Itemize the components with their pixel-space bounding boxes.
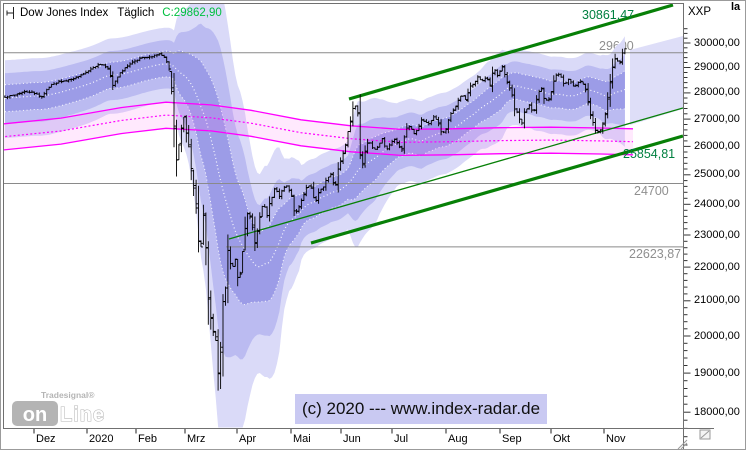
level-label-24700: 24700 (634, 184, 669, 198)
y-axis-tick-label: 22000,00 (694, 260, 740, 273)
channel-upper-label: 30861,47 (582, 8, 635, 22)
y-axis-tick-label: 21000,00 (694, 294, 740, 307)
y-axis-tick-label: 24000,00 (694, 197, 740, 210)
x-axis-month-label: 2020 (89, 433, 114, 445)
y-axis-tick-label: 23000,00 (694, 228, 740, 241)
y-axis-tick-label: 28000,00 (694, 86, 740, 99)
series-marker-icon (6, 7, 14, 19)
x-axis-month-label: Okt (553, 433, 571, 445)
y-axis-tick-label: 20000,00 (694, 329, 740, 342)
y-axis-tick-label: 25000,00 (694, 168, 740, 181)
channel-lower-label: 25854,81 (623, 147, 676, 161)
logo-word-line: Line (60, 404, 105, 426)
x-axis-month-label: Apr (239, 433, 257, 445)
corner-text: la (731, 1, 741, 13)
x-axis-month-label: Jul (394, 433, 409, 445)
axis-resize-grip[interactable] (677, 439, 688, 449)
x-axis-month-label: Jun (343, 433, 361, 445)
level-label-22623: 22623,87 (629, 247, 682, 261)
series-legend: Dow Jones Index Täglich C:29862,90 (5, 4, 222, 22)
y-axis-tick-label: 27000,00 (694, 112, 740, 125)
y-axis-tick-label: 29000,00 (694, 61, 740, 73)
plot-resize-grip[interactable] (699, 429, 711, 440)
x-axis-month-label: Mai (293, 433, 311, 445)
y-axis-tick-label: 18000,00 (694, 405, 740, 418)
series-timeframe: Täglich (117, 7, 155, 19)
y-axis-unit-label: XXP (688, 6, 712, 18)
x-axis-month-label: Nov (606, 433, 626, 445)
x-axis-month-label: Sep (502, 433, 522, 445)
x-axis-month-label: Dez (36, 433, 56, 445)
logo-brand-text: Tradesignal® (41, 390, 95, 400)
copyright-banner: (c) 2020 --- www.index-radar.de (295, 394, 547, 424)
y-axis-tick-label: 19000,00 (694, 366, 740, 379)
y-axis-tick-label: 30000,00 (694, 36, 740, 49)
x-axis-month-label: Feb (138, 433, 157, 445)
x-axis-month-label: Aug (448, 433, 468, 445)
tradesignal-online-logo: Tradesignal® on Line (12, 390, 105, 427)
logo-word-on: on (23, 404, 47, 426)
series-title: Dow Jones Index (20, 7, 109, 19)
series-close-value: C:29862,90 (162, 7, 222, 19)
x-axis-month-label: Mrz (187, 433, 206, 445)
logo-badge (12, 401, 58, 426)
y-axis-tick-label: 26000,00 (694, 139, 740, 152)
